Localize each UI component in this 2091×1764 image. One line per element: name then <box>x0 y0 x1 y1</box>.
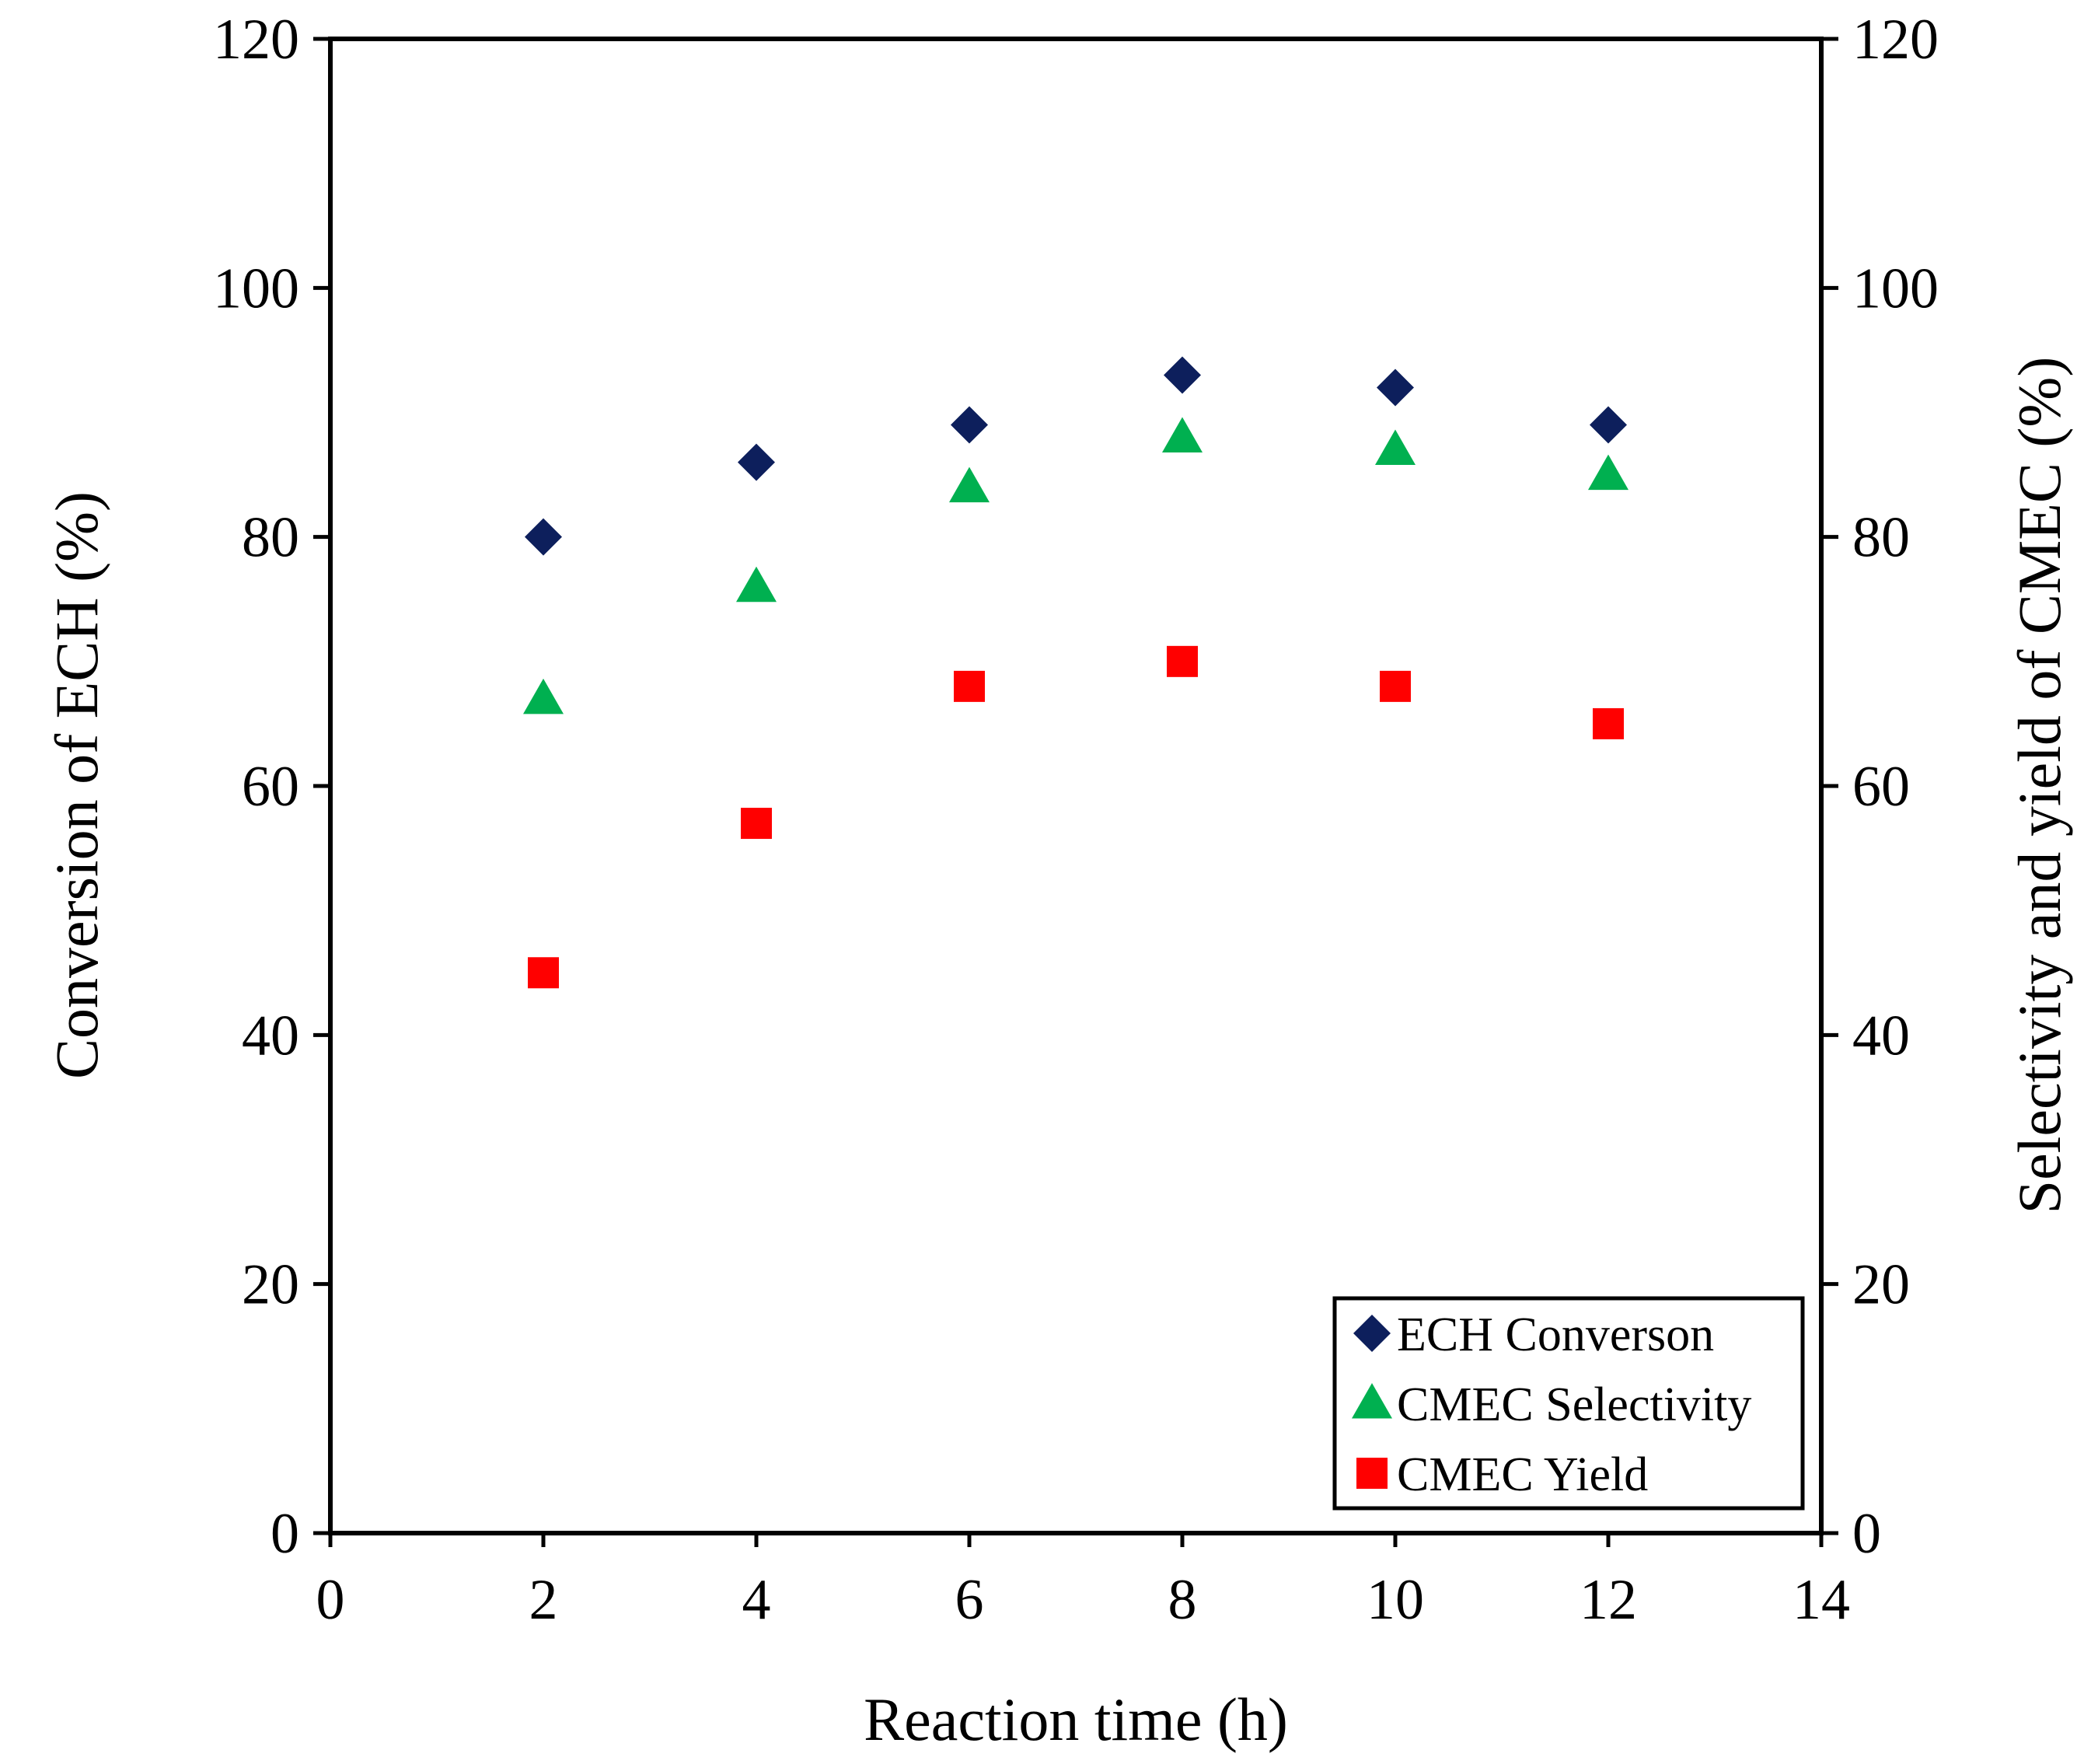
data-point-cmec-yield <box>954 670 985 702</box>
data-point-ech-converson <box>951 406 988 444</box>
x-tick-label: 12 <box>1580 1568 1637 1632</box>
y-axis-title: Conversion of ECH (%) <box>43 491 110 1079</box>
legend-marker-cmec-yield <box>1356 1458 1388 1489</box>
legend-label-cmec-selectivity: CMEC Selectivity <box>1397 1378 1751 1431</box>
y2-tick-label: 100 <box>1852 257 1939 320</box>
x-axis-title: Reaction time (h) <box>864 1685 1288 1753</box>
legend: ECH Converson CMEC Selectivity CMEC Yield <box>1332 1296 1805 1511</box>
data-point-cmec-yield <box>741 808 772 840</box>
y-tick-label: 60 <box>242 755 299 819</box>
y-tick-label: 20 <box>242 1253 299 1317</box>
data-point-cmec-selectivity <box>1588 454 1628 491</box>
y2-axis-title: Selectivity and yield of CMEC (%) <box>2005 357 2073 1214</box>
x-tick-label: 4 <box>742 1568 771 1632</box>
data-point-cmec-yield <box>1167 645 1198 677</box>
data-point-cmec-selectivity <box>1375 429 1416 466</box>
x-tick-label: 0 <box>316 1568 345 1632</box>
data-point-cmec-selectivity <box>523 678 564 714</box>
x-tick-label: 10 <box>1367 1568 1424 1632</box>
data-point-cmec-selectivity <box>1162 417 1203 453</box>
marks-layer <box>523 356 1628 989</box>
x-tick-label: 6 <box>955 1568 984 1632</box>
legend-marker-cmec-selectivity <box>1352 1383 1392 1419</box>
y2-tick-label: 0 <box>1852 1502 1881 1566</box>
y2-tick-label: 40 <box>1852 1004 1910 1067</box>
x-tick-label: 8 <box>1168 1568 1197 1632</box>
legend-box <box>1332 1296 1805 1511</box>
y-tick-label: 120 <box>213 8 299 72</box>
y2-tick-label: 20 <box>1852 1253 1910 1317</box>
y2-tick-label: 80 <box>1852 506 1910 570</box>
data-point-ech-converson <box>1377 369 1414 407</box>
legend-label-ech-converson: ECH Converson <box>1397 1308 1714 1361</box>
y-tick-label: 80 <box>242 506 299 570</box>
data-point-cmec-selectivity <box>949 466 990 503</box>
data-point-cmec-yield <box>1380 670 1411 702</box>
data-point-cmec-yield <box>1593 707 1624 739</box>
data-point-cmec-yield <box>528 957 559 989</box>
data-point-cmec-selectivity <box>736 566 777 603</box>
x-tick-label: 14 <box>1793 1568 1850 1632</box>
y2-tick-label: 120 <box>1852 8 1939 72</box>
x-tick-label: 2 <box>529 1568 558 1632</box>
legend-marker-ech-converson <box>1353 1315 1391 1352</box>
data-point-ech-converson <box>525 518 562 556</box>
y2-tick-label: 60 <box>1852 755 1910 819</box>
y-tick-label: 0 <box>271 1502 299 1566</box>
legend-label-cmec-yield: CMEC Yield <box>1397 1448 1648 1501</box>
y-tick-label: 100 <box>213 257 299 320</box>
data-point-ech-converson <box>1164 356 1201 394</box>
data-point-ech-converson <box>1590 406 1627 444</box>
plot-area <box>328 37 1824 1535</box>
y-tick-label: 40 <box>242 1004 299 1067</box>
data-point-ech-converson <box>738 443 775 481</box>
